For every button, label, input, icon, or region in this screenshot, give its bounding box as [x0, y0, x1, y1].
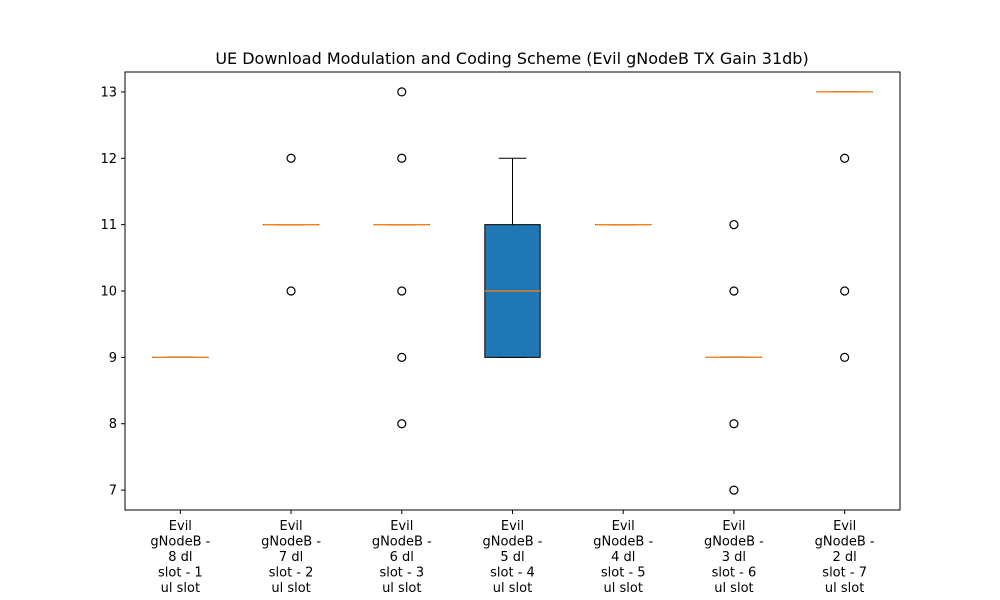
x-tick-label-line: slot - 4 — [490, 566, 535, 581]
box-group-3 — [373, 87, 430, 429]
x-tick-label-line: Evil — [280, 519, 303, 534]
y-tick-label: 10 — [100, 285, 117, 300]
outlier-point — [840, 286, 850, 296]
x-tick-label-line: 8 dl — [168, 550, 192, 565]
x-tick-label: Evil gNodeB -7 dl slot - 2 ul slot — [261, 519, 321, 596]
x-tick-label-line: Evil — [612, 519, 635, 534]
x-tick-label-line: slot - 5 — [601, 566, 646, 581]
x-tick-label: Evil gNodeB -8 dl slot - 1 ul slot — [150, 519, 210, 596]
x-tick-label-line: ul slot — [825, 581, 864, 596]
x-tick-label-line: gNodeB - — [261, 535, 321, 550]
x-tick-label-line: gNodeB - — [483, 535, 543, 550]
x-tick-label-line: slot - 7 — [822, 566, 867, 581]
outlier-point — [729, 419, 739, 429]
outlier-point — [397, 87, 407, 97]
y-axis: 7 8 9 10 11 12 13 — [100, 85, 125, 499]
x-tick-label-line: gNodeB - — [704, 535, 764, 550]
x-tick-label-line: 3 dl — [722, 550, 746, 565]
outlier-point — [397, 286, 407, 296]
x-tick-label-line: gNodeB - — [815, 535, 875, 550]
box-group-4 — [484, 157, 541, 358]
x-tick-label-line: Evil — [169, 519, 192, 534]
x-tick-label: Evil gNodeB -4 dl slot - 5 ul slot — [593, 519, 653, 596]
x-tick-label: Evil gNodeB -2 dl slot - 7 ul slot — [815, 519, 875, 596]
y-tick-label: 13 — [100, 85, 117, 100]
y-tick-label: 11 — [100, 218, 117, 233]
outlier-point — [397, 419, 407, 429]
outlier-point — [286, 286, 296, 296]
y-tick-label: 12 — [100, 152, 117, 167]
outlier-point — [397, 352, 407, 362]
x-tick-label-line: ul slot — [161, 581, 200, 596]
x-tick-label-line: gNodeB - — [593, 535, 653, 550]
x-tick-label-line: ul slot — [493, 581, 532, 596]
x-tick-label: Evil gNodeB -6 dl slot - 3 ul slot — [372, 519, 432, 596]
x-tick-label-line: Evil — [501, 519, 524, 534]
x-tick-label-line: slot - 2 — [269, 566, 314, 581]
x-tick-label-line: gNodeB - — [150, 535, 210, 550]
x-tick-label-line: Evil — [833, 519, 856, 534]
x-tick-label-line: 2 dl — [833, 550, 857, 565]
outlier-point — [840, 153, 850, 163]
y-tick-label: 8 — [109, 417, 117, 432]
outlier-point — [729, 485, 739, 495]
y-tick-label: 9 — [109, 351, 117, 366]
box-group-7 — [816, 91, 873, 362]
x-tick-label-line: Evil — [390, 519, 413, 534]
x-tick-label-line: slot - 6 — [712, 566, 757, 581]
x-tick-label-line: ul slot — [604, 581, 643, 596]
x-tick-label-line: 7 dl — [279, 550, 303, 565]
x-tick-label-line: ul slot — [382, 581, 421, 596]
x-tick-label-line: slot - 1 — [158, 566, 203, 581]
outlier-point — [840, 352, 850, 362]
x-tick-label: Evil gNodeB -5 dl slot - 4 ul slot — [483, 519, 543, 596]
x-tick-label-line: 6 dl — [390, 550, 414, 565]
chart-title: UE Download Modulation and Coding Scheme… — [215, 49, 808, 68]
x-tick-label-line: ul slot — [271, 581, 310, 596]
outlier-point — [729, 220, 739, 230]
box-group-2 — [262, 153, 320, 296]
x-tick-label-line: 4 dl — [611, 550, 635, 565]
x-tick-label-line: Evil — [722, 519, 745, 534]
plot-area — [124, 71, 901, 511]
x-tick-label-line: ul slot — [714, 581, 753, 596]
x-tick-label-line: slot - 3 — [379, 566, 424, 581]
outlier-point — [286, 153, 296, 163]
x-tick-label: Evil gNodeB -3 dl slot - 6 ul slot — [704, 519, 764, 596]
y-tick-label: 7 — [109, 484, 117, 499]
x-tick-label-line: 5 dl — [500, 550, 524, 565]
box-group-6 — [705, 220, 763, 495]
x-tick-label-line: gNodeB - — [372, 535, 432, 550]
outlier-point — [729, 286, 739, 296]
outlier-point — [397, 153, 407, 163]
